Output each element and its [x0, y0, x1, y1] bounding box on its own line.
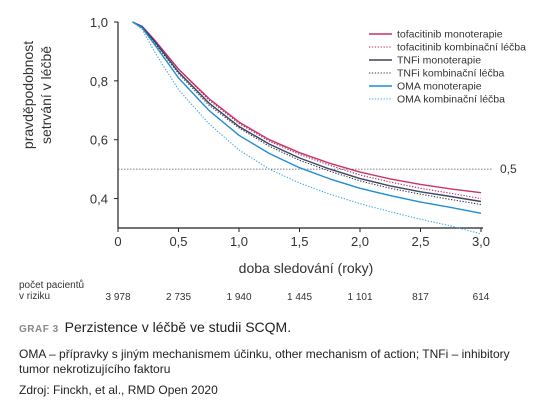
x-tick-label: 0 — [114, 234, 121, 249]
legend-label-5: OMA monoterapie — [397, 81, 482, 93]
figure-number: GRAF 3 — [19, 324, 59, 335]
figure-source: Zdroj: Finckh, et al., RMD Open 2020 — [19, 383, 218, 397]
x-tick-label: 0,5 — [169, 234, 187, 249]
y-tick-label: 0,4 — [90, 192, 108, 207]
risk-table-label-line-1: počet pacientů — [19, 279, 84, 291]
risk-count: 614 — [473, 292, 490, 303]
x-tick-label: 3,0 — [472, 234, 490, 249]
risk-count: 3 978 — [105, 292, 130, 303]
risk-count: 817 — [412, 292, 429, 303]
persistence-chart: 0,5 0 0,5 1,0 1,5 2,0 2,5 3,0 0,4 0,6 0,8 1,0 tofa… — [19, 15, 526, 303]
y-axis-label-line-1: pravděpodobnost — [20, 41, 36, 149]
legend-label-6: OMA kombinační léčba — [397, 94, 505, 106]
reference-line-label: 0,5 — [500, 162, 517, 176]
series-line-2 — [132, 21, 482, 200]
risk-count: 1 445 — [287, 292, 312, 303]
risk-count: 1 940 — [226, 292, 251, 303]
legend-label-2: tofacitinib kombinační léčba — [397, 42, 526, 54]
legend-label-1: tofacitinib monoterapie — [397, 29, 503, 41]
series-line-4 — [132, 21, 482, 206]
risk-table-label-line-2: v riziku — [19, 291, 50, 302]
x-tick-label: 2,0 — [351, 234, 369, 249]
series-line-3 — [132, 21, 482, 203]
y-axis-label-line-2: setrvání v léčbě — [38, 46, 54, 144]
series-line-5 — [132, 21, 482, 214]
y-tick-label: 1,0 — [90, 15, 108, 30]
legend-label-4: TNFi kombinační léčba — [397, 68, 505, 80]
figure-title: Perzistence v léčbě ve studii SCQM. — [64, 319, 292, 335]
x-tick-label: 2,5 — [411, 234, 429, 249]
x-tick-label: 1,0 — [230, 234, 248, 249]
y-tick-label: 0,8 — [90, 74, 108, 89]
figure-caption-note: OMA – přípravky s jiným mechanismem účin… — [19, 347, 510, 376]
legend-label-3: TNFi monoterapie — [397, 55, 481, 67]
figure-caption-title: GRAF 3 Perzistence v léčbě ve studii SCQM… — [19, 320, 529, 337]
risk-count: 2 735 — [166, 292, 191, 303]
risk-count: 1 101 — [347, 292, 372, 303]
x-tick-label: 1,5 — [290, 234, 308, 249]
y-tick-label: 0,6 — [90, 133, 108, 148]
x-axis-label: doba sledování (roky) — [239, 260, 374, 276]
series-line-6 — [132, 21, 482, 235]
